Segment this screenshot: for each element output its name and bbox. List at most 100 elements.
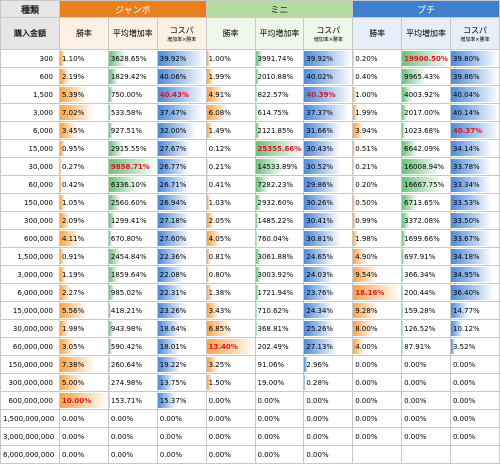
cell-value: 0.00% xyxy=(453,378,476,387)
cell-value: 0.00% xyxy=(404,360,427,369)
data-bar xyxy=(255,267,262,282)
cell-value: 0.00% xyxy=(159,432,182,441)
data-bar xyxy=(402,267,403,282)
data-bar xyxy=(451,69,499,84)
cell-value: 6.85% xyxy=(208,324,231,333)
data-row: 150,000,000 7.38% 260.64% 19.22% 3.25% 91.06%… xyxy=(0,355,500,374)
cell: 0.00% xyxy=(401,373,451,392)
data-bar xyxy=(207,195,211,210)
data-bar xyxy=(60,357,96,372)
cell: 0.00% xyxy=(450,355,500,374)
cell-value: 2.96% xyxy=(306,360,329,369)
data-bar xyxy=(402,141,419,156)
data-row: 3,000,000 1.19% 1859.64% 22.08% 0.80% 3003.92… xyxy=(0,265,500,284)
cell: 202.49% xyxy=(254,337,305,356)
cell-value: 0.41% xyxy=(208,180,231,189)
data-bar xyxy=(109,123,114,138)
data-bar xyxy=(109,393,110,408)
amount: 600 xyxy=(0,67,60,86)
amount: 60,000 xyxy=(0,175,60,194)
cell: 3.25% xyxy=(205,355,256,374)
cell-value: 0.00% xyxy=(159,414,182,423)
cell-value: 10.12% xyxy=(453,324,480,333)
data-bar xyxy=(451,267,493,282)
data-row: 150,000 1.05% 2560.60% 26.94% 1.03% 2932.60% 3… xyxy=(0,193,500,212)
cell xyxy=(401,445,451,464)
cell: 10.12% xyxy=(450,319,500,338)
cell-value: 822.57% xyxy=(257,90,289,99)
data-bar xyxy=(255,141,303,156)
cell: 0.95% xyxy=(59,139,109,158)
data-bar xyxy=(255,321,257,336)
cell-value: 37.47% xyxy=(159,108,187,117)
cell: 1.00% xyxy=(205,49,256,68)
cell-value: 3628.65% xyxy=(110,54,147,63)
amount: 30,000,000 xyxy=(0,319,60,338)
data-bar xyxy=(60,177,62,192)
cell: 2.27% xyxy=(59,283,109,302)
cell-value: 0.28% xyxy=(306,378,329,387)
cell-value: 0.12% xyxy=(208,144,231,153)
column-header: 平均増加率 xyxy=(401,17,451,50)
cell: 5.00% xyxy=(59,373,109,392)
cell-value: 27.60% xyxy=(159,234,187,243)
cell: 2.96% xyxy=(303,355,354,374)
data-bar xyxy=(109,159,157,174)
cell: 1.38% xyxy=(205,283,256,302)
cell-value: 40.02% xyxy=(306,72,334,81)
data-bar xyxy=(109,249,121,264)
cell-value: 0.50% xyxy=(355,198,378,207)
cell: 0.00% xyxy=(107,409,158,428)
data-bar xyxy=(451,105,499,120)
column-label: コスパ xyxy=(316,25,341,35)
cell: 0.27% xyxy=(59,157,109,176)
data-bar xyxy=(353,285,401,300)
data-bar xyxy=(402,177,443,192)
amount: 15,000 xyxy=(0,139,60,158)
cell: 30.81% xyxy=(303,229,354,248)
cell-value: 0.21% xyxy=(355,162,378,171)
cell: 27.60% xyxy=(156,229,207,248)
cell-value: 25355.66% xyxy=(257,144,302,153)
cell: 822.57% xyxy=(254,85,305,104)
cell-value: 22.31% xyxy=(159,288,187,297)
data-bar xyxy=(402,231,407,246)
data-bar xyxy=(158,321,180,336)
data-bar xyxy=(207,249,210,264)
cell: 2.05% xyxy=(205,211,256,230)
cell: 3.45% xyxy=(59,121,109,140)
cell-value: 670.80% xyxy=(110,234,143,243)
column-note: 増加率×勝率 xyxy=(460,36,490,43)
data-bar xyxy=(402,87,412,102)
cell: 4.91% xyxy=(205,85,256,104)
data-bar xyxy=(158,195,190,210)
data-bar xyxy=(207,51,211,66)
cell-value: 697.91% xyxy=(404,252,436,261)
group-header-row: 種類 ジャンボ ミニ プチ xyxy=(0,0,500,18)
cell: 0.00% xyxy=(59,445,109,464)
cell-value: 19.00% xyxy=(257,378,285,387)
data-bar xyxy=(109,357,111,372)
data-bar xyxy=(255,213,259,228)
data-bar xyxy=(109,267,118,282)
cell-value: 40.06% xyxy=(159,72,187,81)
data-bar xyxy=(60,375,84,390)
data-bar xyxy=(158,249,185,264)
data-row: 6,000,000 2.27% 985.02% 22.31% 1.38% 1721.94%… xyxy=(0,283,500,302)
cell: 10.00% xyxy=(59,391,109,410)
data-bar xyxy=(304,105,349,120)
cell: 0.00% xyxy=(59,409,109,428)
data-bar xyxy=(60,249,65,264)
cell-value: 0.00% xyxy=(355,378,378,387)
data-bar xyxy=(158,357,181,372)
cell-value: 153.71% xyxy=(110,396,143,405)
cell-value: 9965.43% xyxy=(404,72,440,81)
data-bar xyxy=(402,123,405,138)
cell-value: 33.78% xyxy=(453,162,480,171)
cell-value: 943.98% xyxy=(110,324,143,333)
cell-value: 200.44% xyxy=(404,288,436,297)
cell: 25355.66% xyxy=(254,139,305,158)
cell: 2.09% xyxy=(59,211,109,230)
cell-value: 5.39% xyxy=(62,90,85,99)
cell-value: 274.98% xyxy=(110,378,143,387)
